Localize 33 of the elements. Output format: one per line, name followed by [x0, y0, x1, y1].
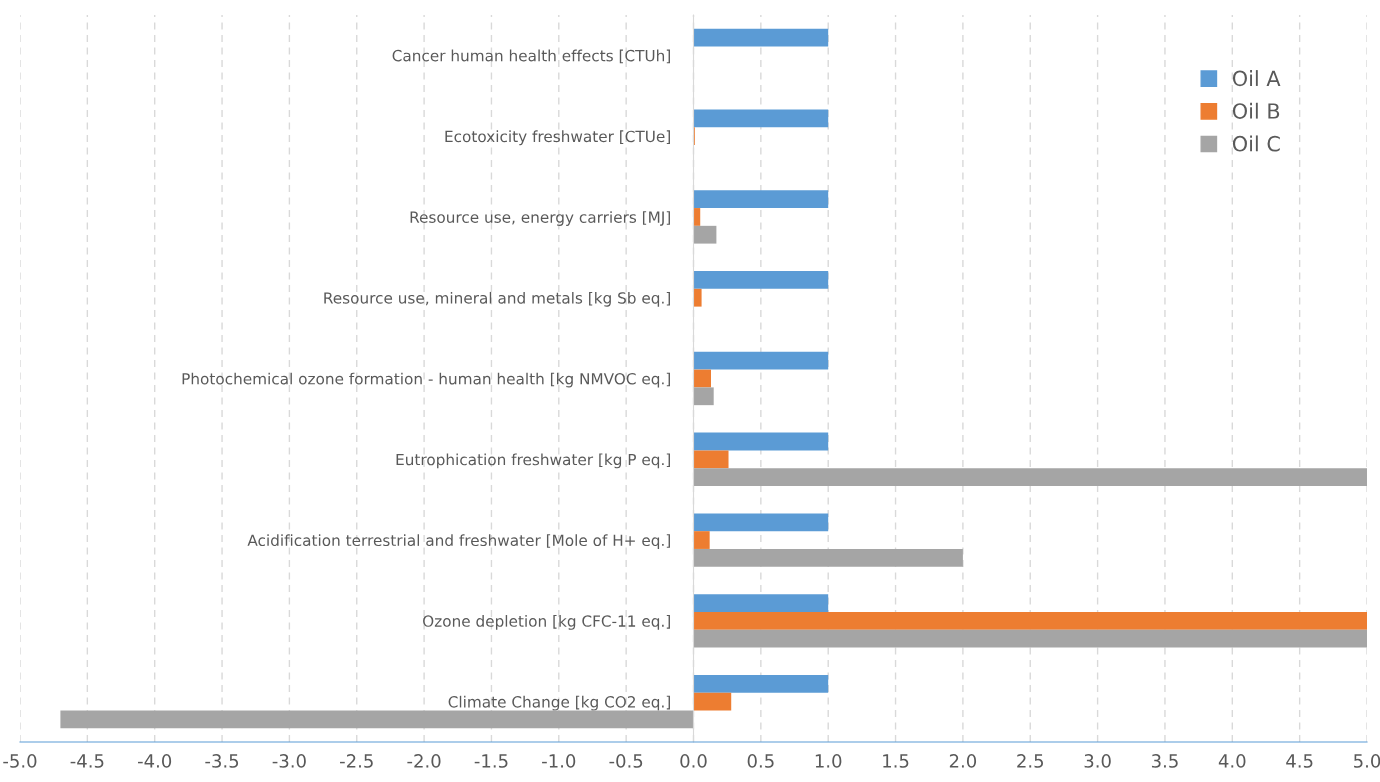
x-tick-label: 1.0: [815, 754, 842, 768]
x-tick-label: 2.5: [1017, 754, 1044, 768]
x-tick-label: -3.5: [205, 754, 239, 768]
y-tick-label: Resource use, mineral and metals [kg Sb eq.]: [324, 291, 670, 307]
x-tick-label: 0.0: [680, 754, 707, 768]
y-tick-label: Resource use, energy carriers [MJ]: [410, 211, 670, 226]
y-tick-label: Climate Change [kg CO2 eq.]: [448, 695, 670, 711]
x-tick-label: 3.0: [1084, 754, 1111, 768]
y-tick-label: Photochemical ozone formation - human health [kg NMVOC eq.]: [182, 372, 670, 388]
x-tick-label: -4.5: [70, 754, 104, 768]
x-tick-label: 4.5: [1286, 754, 1313, 768]
x-tick-label: 4.0: [1218, 754, 1246, 768]
y-tick-label: Ozone depletion [kg CFC-11 eq.]: [423, 615, 670, 630]
y-tick-label: Cancer human health effects [CTUh]: [392, 49, 670, 64]
x-tick-label: 0.5: [747, 754, 774, 768]
x-tick-label: -2.5: [340, 754, 373, 768]
x-tick-label: -0.5: [609, 754, 643, 768]
x-tick-label: -1.5: [474, 754, 508, 768]
x-tick-label: 1.5: [883, 754, 909, 768]
x-tick-label: 5.0: [1354, 754, 1380, 768]
x-tick-label: -3.0: [272, 754, 306, 768]
x-tick-label: 2.0: [949, 754, 977, 768]
x-tick-label: -5.0: [3, 754, 37, 768]
legend-label: Oil B: [1232, 102, 1280, 119]
x-tick-label: -4.0: [137, 754, 172, 768]
x-tick-label: -1.0: [542, 754, 576, 768]
x-tick-label: -2.0: [407, 754, 441, 768]
y-tick-label: Eutrophication freshwater [kg P eq.]: [396, 453, 670, 469]
y-tick-label: Acidification terrestrial and freshwater [Mole of H+ eq.]: [247, 534, 670, 550]
x-tick-label: 3.5: [1151, 754, 1178, 768]
legend-label: Oil A: [1232, 70, 1281, 87]
y-tick-label: Ecotoxicity freshwater [CTUe]: [445, 130, 670, 146]
legend-label: Oil C: [1232, 135, 1280, 152]
